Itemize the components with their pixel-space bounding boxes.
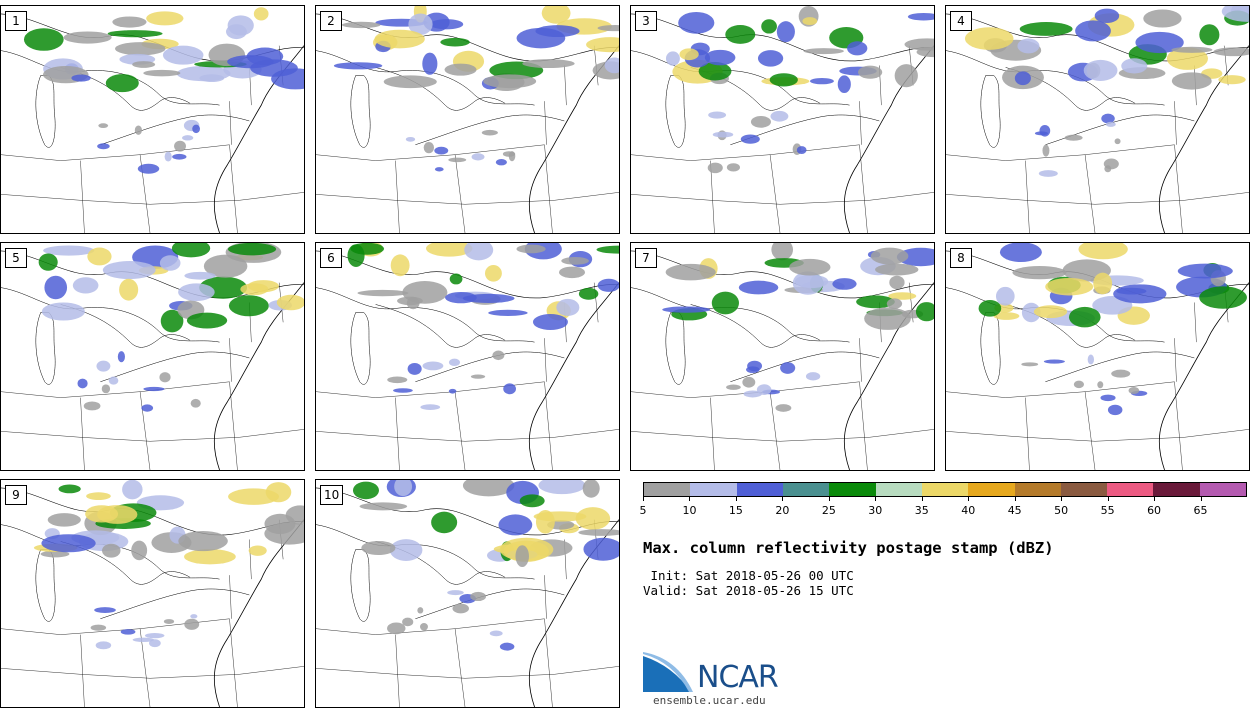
member-panel-6: 6 [315, 242, 620, 471]
colorbar-tick [1061, 497, 1063, 501]
colorbar-tick [735, 497, 737, 501]
member-number-label: 2 [320, 11, 342, 31]
colorbar-segment [1107, 483, 1154, 496]
colorbar-tick [689, 497, 691, 501]
member-number-label: 10 [320, 485, 344, 505]
colorbar-tick-label: 35 [914, 504, 929, 517]
member-number-label: 1 [5, 11, 27, 31]
member-panel-4: 4 [945, 5, 1250, 234]
reflectivity-map [316, 480, 619, 707]
colorbar-tick-label: 65 [1193, 504, 1208, 517]
member-number-label: 8 [950, 248, 972, 268]
colorbar-tick [875, 497, 877, 501]
colorbar-tick-label: 40 [961, 504, 976, 517]
colorbar-tick-label: 20 [775, 504, 790, 517]
colorbar-tick-label: 50 [1054, 504, 1069, 517]
colorbar-tick-label: 45 [1007, 504, 1022, 517]
colorbar-tick [643, 497, 644, 501]
colorbar-segment [968, 483, 1015, 496]
reflectivity-map [1, 243, 304, 470]
colorbar-tick [1154, 497, 1156, 501]
member-number-label: 6 [320, 248, 342, 268]
member-number-label: 4 [950, 11, 972, 31]
plot-title: Max. column reflectivity postage stamp (… [643, 539, 1054, 557]
colorbar-tick [1107, 497, 1109, 501]
colorbar-segment [829, 483, 876, 496]
ncar-logo-text: NCAR [697, 660, 779, 695]
reflectivity-map [946, 243, 1249, 470]
member-panel-3: 3 [630, 5, 935, 234]
colorbar-tick-label: 30 [868, 504, 883, 517]
colorbar-tick [968, 497, 970, 501]
reflectivity-map [631, 243, 934, 470]
colorbar-segment [736, 483, 783, 496]
colorbar-tick-label: 10 [682, 504, 697, 517]
reflectivity-map [946, 6, 1249, 233]
colorbar-segment [1153, 483, 1200, 496]
colorbar-tick [921, 497, 923, 501]
member-number-label: 7 [635, 248, 657, 268]
reflectivity-map [316, 6, 619, 233]
colorbar-tick-label: 55 [1100, 504, 1115, 517]
colorbar-segment [875, 483, 922, 496]
colorbar-tick-label: 60 [1147, 504, 1162, 517]
init-time: Init: Sat 2018-05-26 00 UTC [643, 568, 854, 583]
colorbar-tick [1014, 497, 1016, 501]
reflectivity-map [631, 6, 934, 233]
colorbar-segment [782, 483, 830, 496]
colorbar-tick-label: 25 [821, 504, 836, 517]
colorbar-segment [1199, 483, 1247, 496]
member-panel-10: 10 [315, 479, 620, 708]
ncar-logo-icon [643, 652, 693, 692]
member-panel-7: 7 [630, 242, 935, 471]
valid-time: Valid: Sat 2018-05-26 15 UTC [643, 583, 854, 598]
colorbar-tick [1200, 497, 1202, 501]
colorbar-tick-label: 15 [728, 504, 743, 517]
member-panel-9: 9 [0, 479, 305, 708]
colorbar-segment [1014, 483, 1061, 496]
reflectivity-map [1, 7, 304, 233]
member-panel-5: 5 [0, 242, 305, 471]
member-number-label: 5 [5, 248, 27, 268]
colorbar-tick-label: 5 [639, 504, 647, 517]
reflectivity-colorbar [643, 482, 1247, 497]
colorbar-tick-labels: 5 10 15 20 25 30 35 40 45 50 55 60 65 [639, 497, 1247, 517]
colorbar-segment [690, 483, 737, 496]
logo-url: ensemble.ucar.edu [653, 694, 766, 707]
colorbar-segment [921, 483, 969, 496]
member-panel-1: 1 [0, 5, 305, 234]
member-number-label: 3 [635, 11, 657, 31]
member-panel-2: 2 [315, 5, 620, 234]
member-number-label: 9 [5, 485, 27, 505]
member-panel-8: 8 [945, 242, 1250, 471]
colorbar-tick [828, 497, 830, 501]
colorbar-segment [644, 483, 691, 496]
reflectivity-map [316, 243, 619, 470]
colorbar-segment [1060, 483, 1108, 496]
reflectivity-map [1, 480, 304, 707]
colorbar-tick [782, 497, 784, 501]
